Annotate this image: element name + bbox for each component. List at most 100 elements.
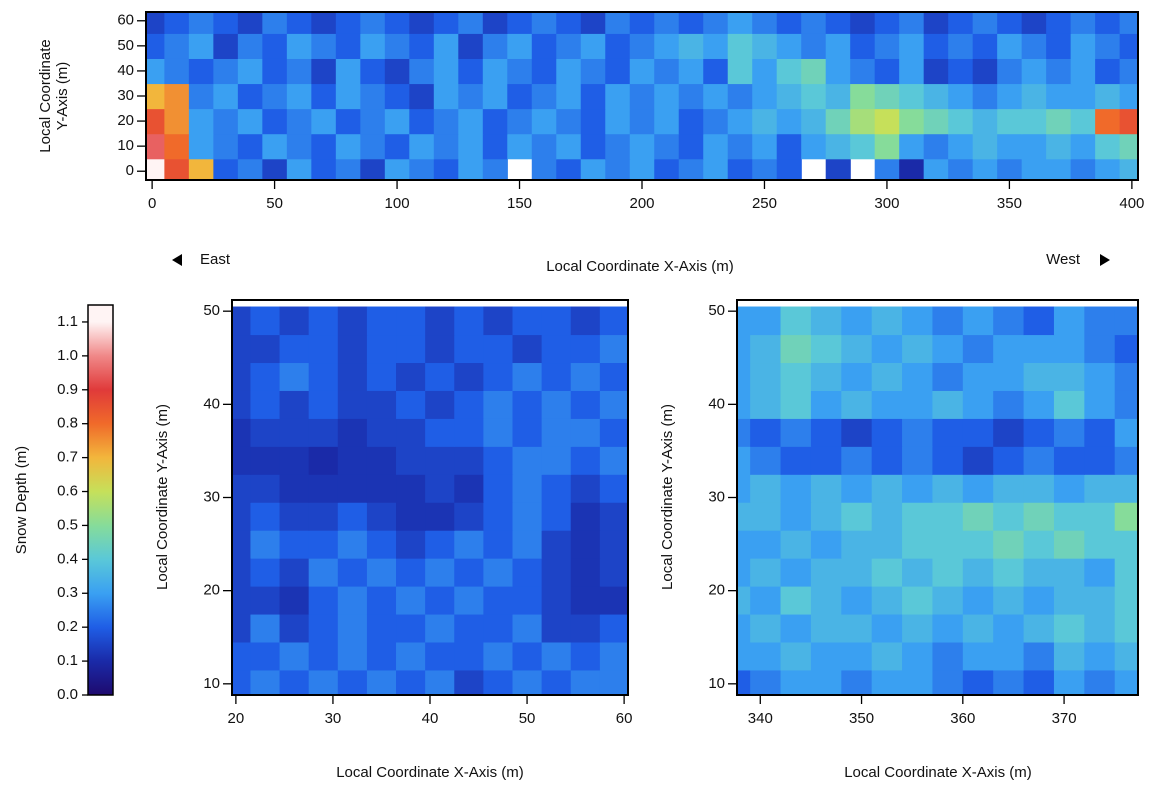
east-arrow <box>172 254 182 266</box>
colorbar-tick-label: 0.2 <box>57 618 78 635</box>
annotation: East <box>200 251 231 268</box>
heatmap-cell <box>237 58 263 85</box>
heatmap-cell <box>335 58 361 85</box>
heatmap-cell <box>727 158 753 180</box>
heatmap-cell <box>188 12 214 34</box>
heatmap-cell <box>997 58 1023 85</box>
heatmap-cell <box>1046 58 1072 85</box>
heatmap-cell <box>360 83 386 110</box>
heatmap-cell <box>654 33 680 59</box>
heatmap-cell <box>810 586 842 615</box>
heatmap-cell <box>599 502 628 531</box>
heatmap-cell <box>335 108 361 135</box>
heatmap-cell <box>164 58 190 85</box>
heatmap-cell <box>972 58 998 85</box>
heatmap-cell <box>396 362 426 391</box>
heatmap-cell <box>752 83 778 110</box>
heatmap-cell <box>1084 558 1116 587</box>
heatmap-cell <box>337 641 368 671</box>
heatmap-cell <box>483 641 514 671</box>
heatmap-cell <box>409 58 435 85</box>
heatmap-cell <box>483 558 514 587</box>
heatmap-cell <box>409 12 435 34</box>
heatmap-cell <box>337 418 368 447</box>
heatmap-cell <box>146 133 165 160</box>
heatmap-cell <box>871 334 903 364</box>
x-tick-label: 60 <box>616 710 633 727</box>
heatmap-cell <box>1021 12 1047 34</box>
heatmap-cell <box>308 530 339 559</box>
heatmap-cell <box>570 418 601 447</box>
heatmap-cell <box>902 530 934 559</box>
y-axis-label: Local Coordinate Y-Axis (m) <box>659 404 676 590</box>
heatmap-cell <box>512 530 543 559</box>
heatmap-cell <box>570 641 601 671</box>
heatmap-cell <box>311 58 337 85</box>
heatmap-cell <box>678 58 704 85</box>
heatmap-cell <box>311 83 337 110</box>
heatmap-cell <box>750 474 782 503</box>
heatmap-cell <box>654 158 680 180</box>
heatmap-cell <box>396 474 426 503</box>
heatmap-cell <box>454 362 484 391</box>
heatmap-cell <box>433 83 459 110</box>
heatmap-cell <box>1053 390 1085 419</box>
heatmap-cell <box>483 446 514 475</box>
heatmap-cell <box>902 334 934 364</box>
heatmap-cell <box>1084 306 1116 336</box>
heatmap-cell <box>337 390 368 419</box>
heatmap-cell <box>841 669 873 695</box>
colorbar-tick-label: 0.8 <box>57 415 78 432</box>
heatmap-cell <box>703 33 729 59</box>
heatmap-cell <box>776 133 802 160</box>
heatmap-cell <box>599 641 628 671</box>
heatmap-cell <box>962 390 994 419</box>
heatmap-cell <box>556 58 582 85</box>
heatmap-cell <box>841 530 873 559</box>
heatmap-cell <box>871 306 903 336</box>
heatmap-cell <box>250 306 281 336</box>
heatmap-cell <box>146 158 165 180</box>
heatmap-cell <box>1046 133 1072 160</box>
heatmap-cell <box>1070 158 1096 180</box>
heatmap-cell <box>923 83 949 110</box>
heatmap-cell <box>874 12 900 34</box>
heatmap-cell <box>512 334 543 364</box>
heatmap-cell <box>923 12 949 34</box>
y-tick-label: 20 <box>203 582 220 599</box>
heatmap-cell <box>1070 83 1096 110</box>
colorbar-tick-label: 0.3 <box>57 584 78 601</box>
heatmap-cell <box>396 558 426 587</box>
heatmap-cell <box>825 33 851 59</box>
heatmap-cell <box>825 58 851 85</box>
heatmap-cell <box>213 12 239 34</box>
heatmap-cell <box>932 613 964 643</box>
heatmap-cell <box>366 669 397 695</box>
y-axis-label: Y-Axis (m) <box>54 62 71 131</box>
heatmap-cell <box>902 641 934 671</box>
heatmap-cell <box>801 12 827 34</box>
heatmap-cell <box>1021 108 1047 135</box>
heatmap-cell <box>972 108 998 135</box>
heatmap-cell <box>750 558 782 587</box>
heatmap-cell <box>1053 418 1085 447</box>
heatmap-cell <box>737 586 751 615</box>
heatmap-cell <box>599 334 628 364</box>
heatmap-cell <box>360 12 386 34</box>
y-tick-label: 40 <box>203 395 220 412</box>
y-tick-label: 60 <box>117 12 134 29</box>
heatmap-cell <box>993 669 1025 695</box>
heatmap-cell <box>1053 669 1085 695</box>
heatmap-cell <box>237 12 263 34</box>
heatmap-cell <box>1114 502 1138 531</box>
y-tick-label: 30 <box>203 488 220 505</box>
heatmap-cell <box>871 558 903 587</box>
heatmap-cell <box>727 108 753 135</box>
heatmap-cell <box>1084 390 1116 419</box>
heatmap-cell <box>703 12 729 34</box>
heatmap-cell <box>454 306 484 336</box>
heatmap-cell <box>1053 641 1085 671</box>
heatmap-cell <box>1023 586 1055 615</box>
y-tick-label: 40 <box>117 62 134 79</box>
heatmap-cell <box>629 58 655 85</box>
